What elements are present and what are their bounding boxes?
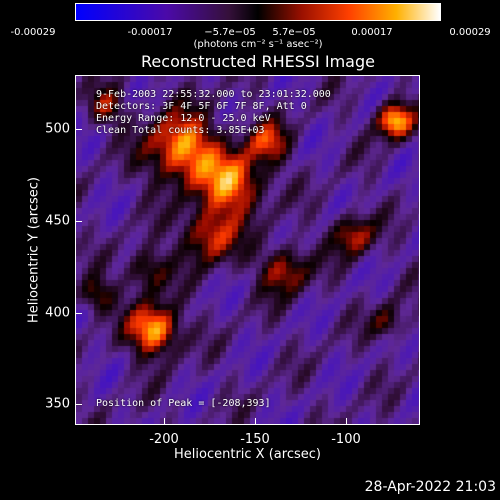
x-axis-label: Heliocentric X (arcsec)	[174, 447, 321, 462]
colorbar-tick-label: 5.7e−05	[272, 27, 316, 38]
x-tick-label: -100	[331, 432, 361, 447]
x-tick-mark	[346, 418, 347, 425]
colorbar-tick-label: −5.7e−05	[204, 27, 256, 38]
colorbar	[75, 3, 441, 21]
y-tick-label: 350	[45, 396, 70, 412]
x-tick-mark	[255, 418, 256, 425]
info-energy-range: Energy Range: 12.0 - 25.0 keV	[96, 113, 271, 124]
info-method-counts: Clean Total counts: 3.85E+03	[96, 125, 265, 136]
colorbar-tick-label: 0.00017	[351, 27, 393, 38]
y-tick-mark	[75, 129, 82, 130]
y-tick-mark	[75, 313, 82, 314]
y-tick-label: 400	[45, 305, 70, 321]
rhessi-image-panel: 9-Feb-2003 22:55:32.000 to 23:01:32.000 …	[75, 75, 420, 425]
x-tick-label: -150	[240, 432, 270, 447]
x-tick-label: -200	[149, 432, 179, 447]
y-axis-label: Heliocentric Y (arcsec)	[26, 177, 42, 323]
colorbar-tick-label: 0.00029	[449, 27, 491, 38]
info-peak-position: Position of Peak = [-208,393]	[96, 398, 271, 409]
plot-title: Reconstructed RHESSI Image	[141, 52, 375, 71]
x-tick-mark	[164, 418, 165, 425]
y-tick-mark	[75, 221, 82, 222]
y-tick-mark	[75, 404, 82, 405]
footer-timestamp: 28-Apr-2022 21:03	[364, 479, 496, 495]
y-tick-label: 500	[45, 121, 70, 137]
info-detectors: Detectors: 3F 4F 5F 6F 7F 8F, Att 0	[96, 101, 307, 112]
colorbar-tick-label: -0.00029	[10, 27, 56, 38]
colorbar-units: (photons cm⁻² s⁻¹ asec⁻²)	[193, 39, 323, 50]
colorbar-tick-label: -0.00017	[127, 27, 173, 38]
rhessi-heatmap	[76, 76, 419, 424]
y-tick-label: 450	[45, 213, 70, 229]
info-time-range: 9-Feb-2003 22:55:32.000 to 23:01:32.000	[96, 89, 331, 100]
